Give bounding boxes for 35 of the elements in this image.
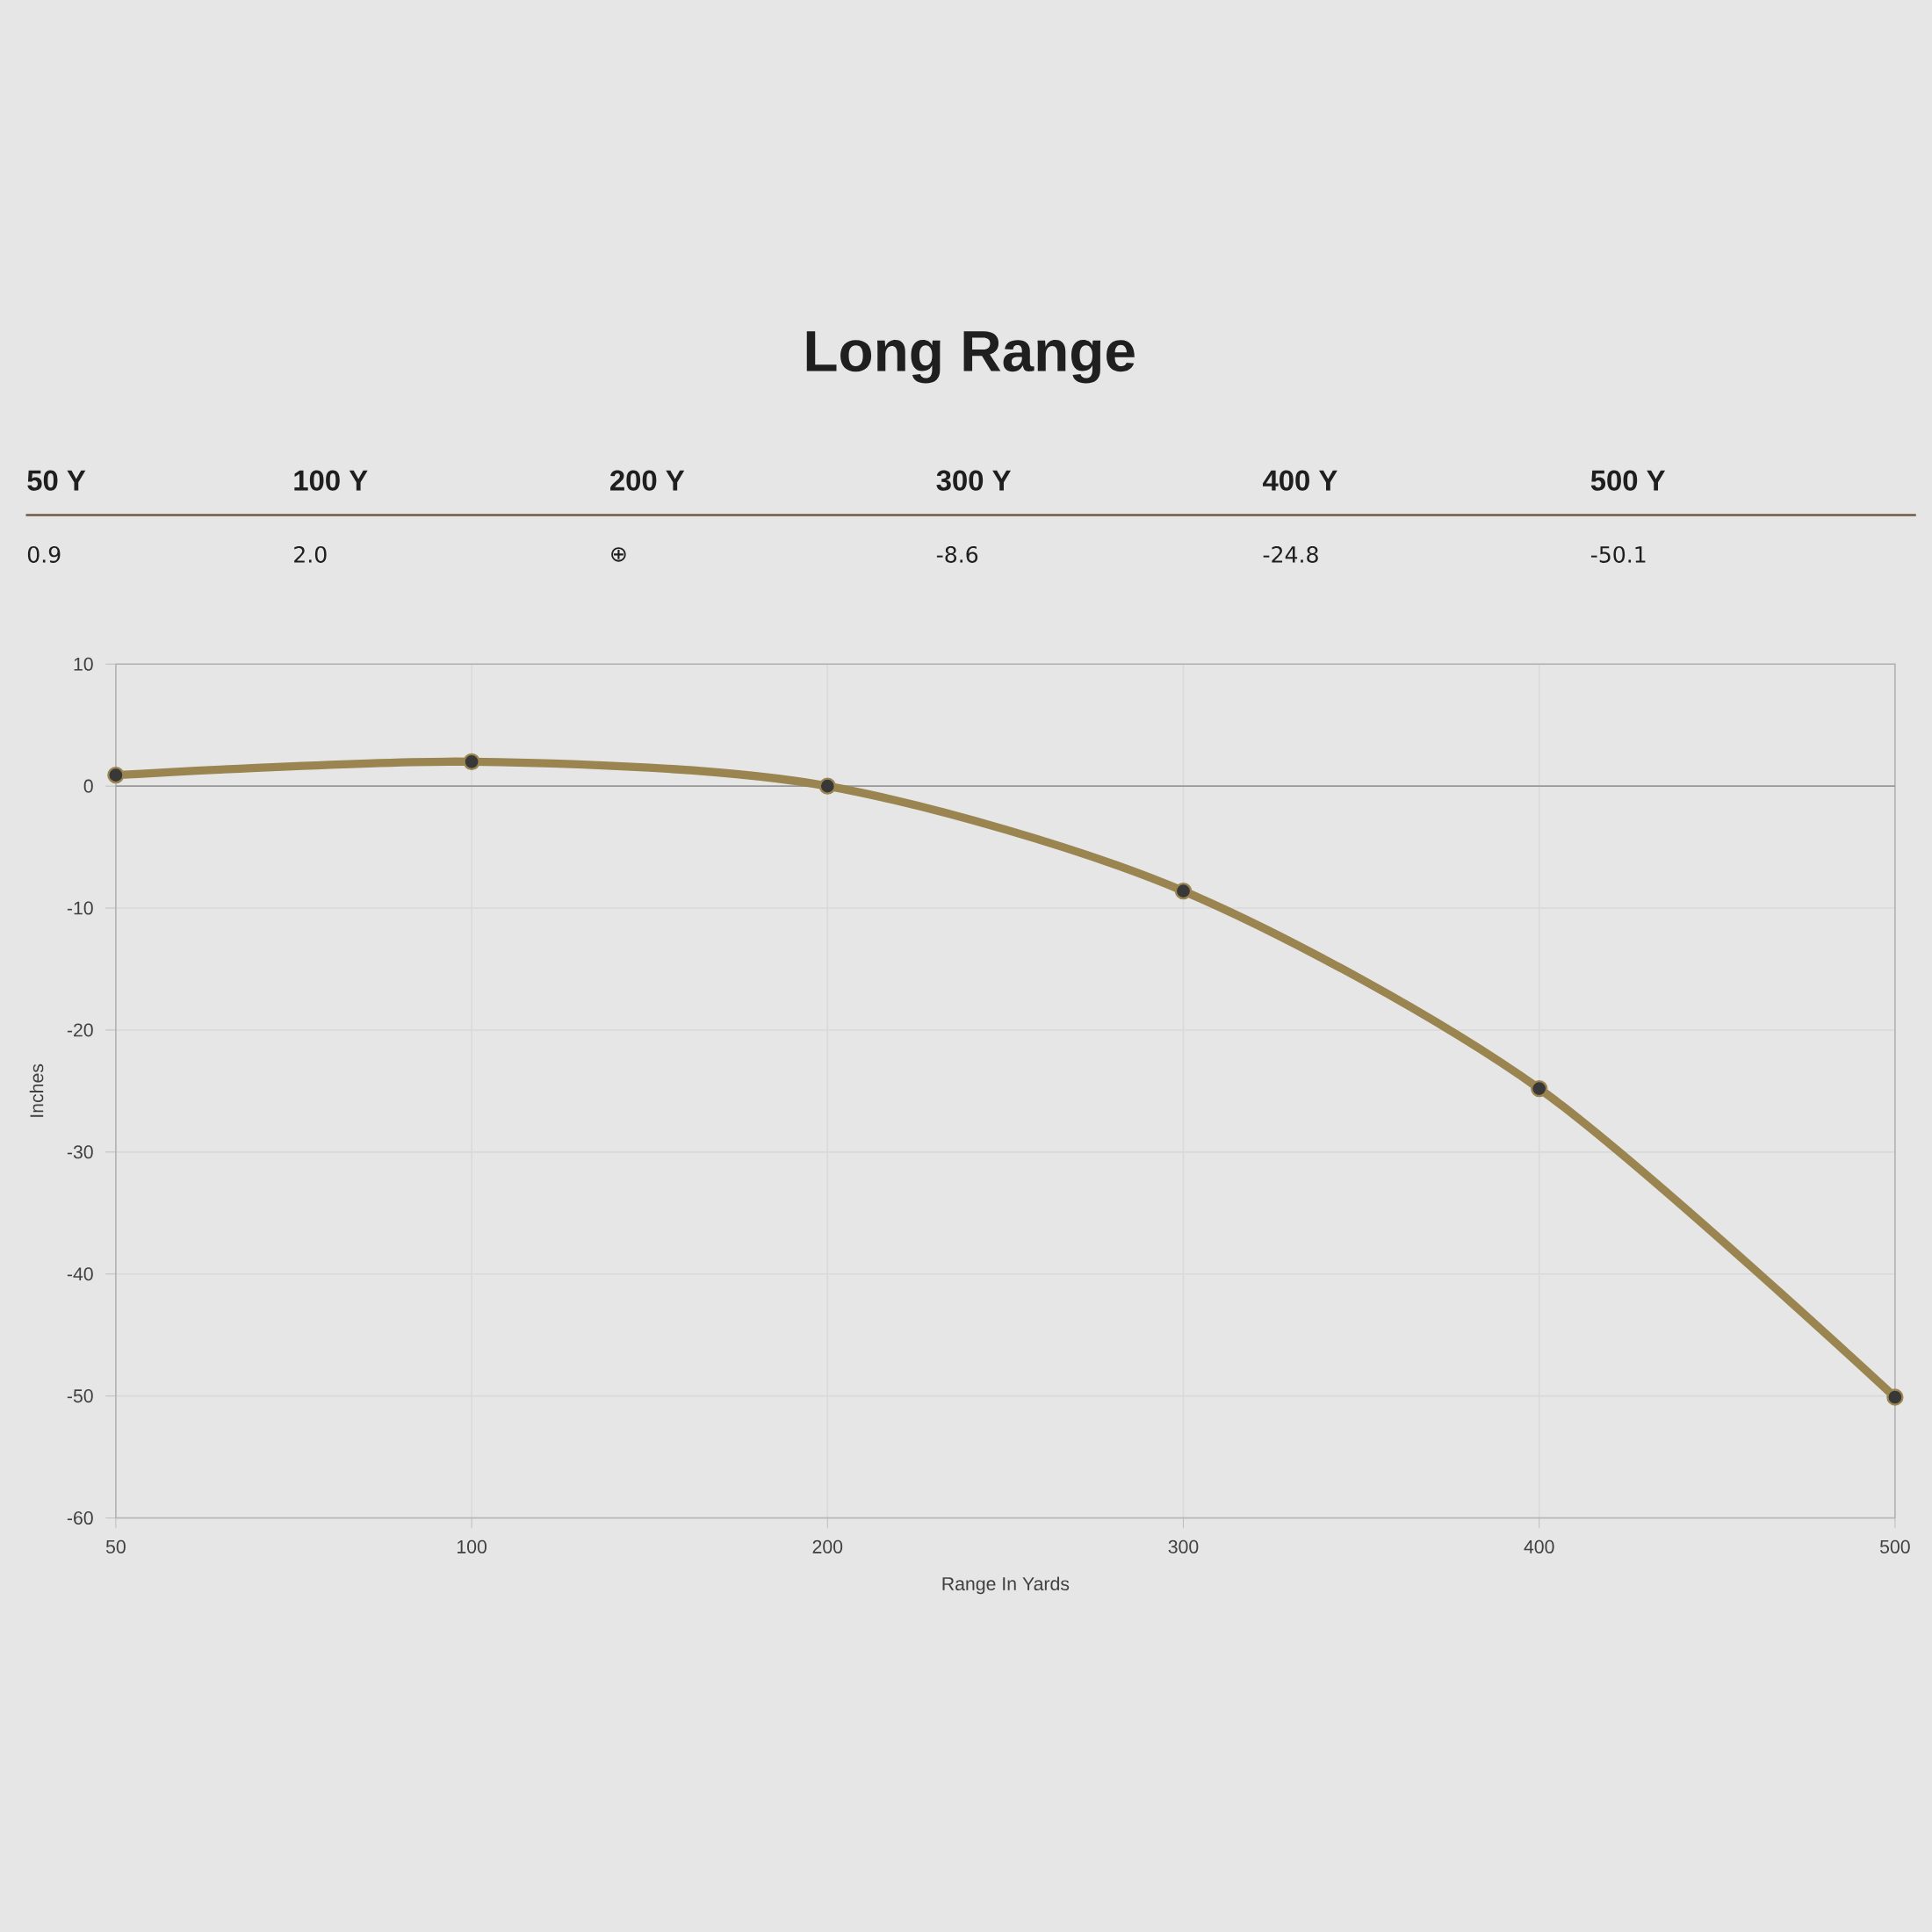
x-tick-label: 50 (105, 1539, 126, 1554)
y-tick-label: 0 (83, 779, 93, 793)
text: 100 Y (294, 470, 368, 491)
point (1886, 1388, 1904, 1406)
y-tick-label: -30 (67, 1145, 93, 1159)
point (818, 777, 836, 795)
x-tick-label: 400 (1524, 1539, 1554, 1554)
text: 2.0 (294, 545, 327, 563)
y-tick-label: 10 (74, 657, 93, 671)
y-tick-label: -60 (67, 1511, 93, 1525)
y-tick-label: -10 (67, 901, 93, 915)
point (1174, 882, 1193, 900)
x-tick-label: 200 (812, 1539, 843, 1554)
y-tick-label: -20 (67, 1023, 93, 1037)
text: 300 Y (936, 470, 1012, 491)
x-axis-title: Range In Yards (942, 1576, 1070, 1595)
chart-title: Long Range (806, 331, 1135, 384)
text: ⊕ (611, 547, 626, 562)
x-tick-label: 100 (457, 1539, 487, 1554)
point (107, 766, 125, 784)
y-tick-label: -50 (67, 1389, 93, 1403)
text: 0.9 (27, 545, 61, 563)
y-tick-label: -40 (67, 1267, 93, 1281)
text: -24.8 (1263, 545, 1318, 563)
text: 400 Y (1262, 470, 1337, 491)
text: 200 Y (610, 470, 685, 491)
point (1531, 1079, 1548, 1098)
x-tick-label: 500 (1880, 1539, 1910, 1554)
x-tick-label: 300 (1168, 1539, 1199, 1554)
point (463, 753, 480, 771)
text: -50.1 (1590, 545, 1646, 563)
y-axis-title: Inches (29, 1063, 44, 1117)
text: 500 Y (1590, 470, 1666, 491)
text: -8.6 (936, 545, 978, 563)
text: 50 Y (27, 470, 86, 491)
